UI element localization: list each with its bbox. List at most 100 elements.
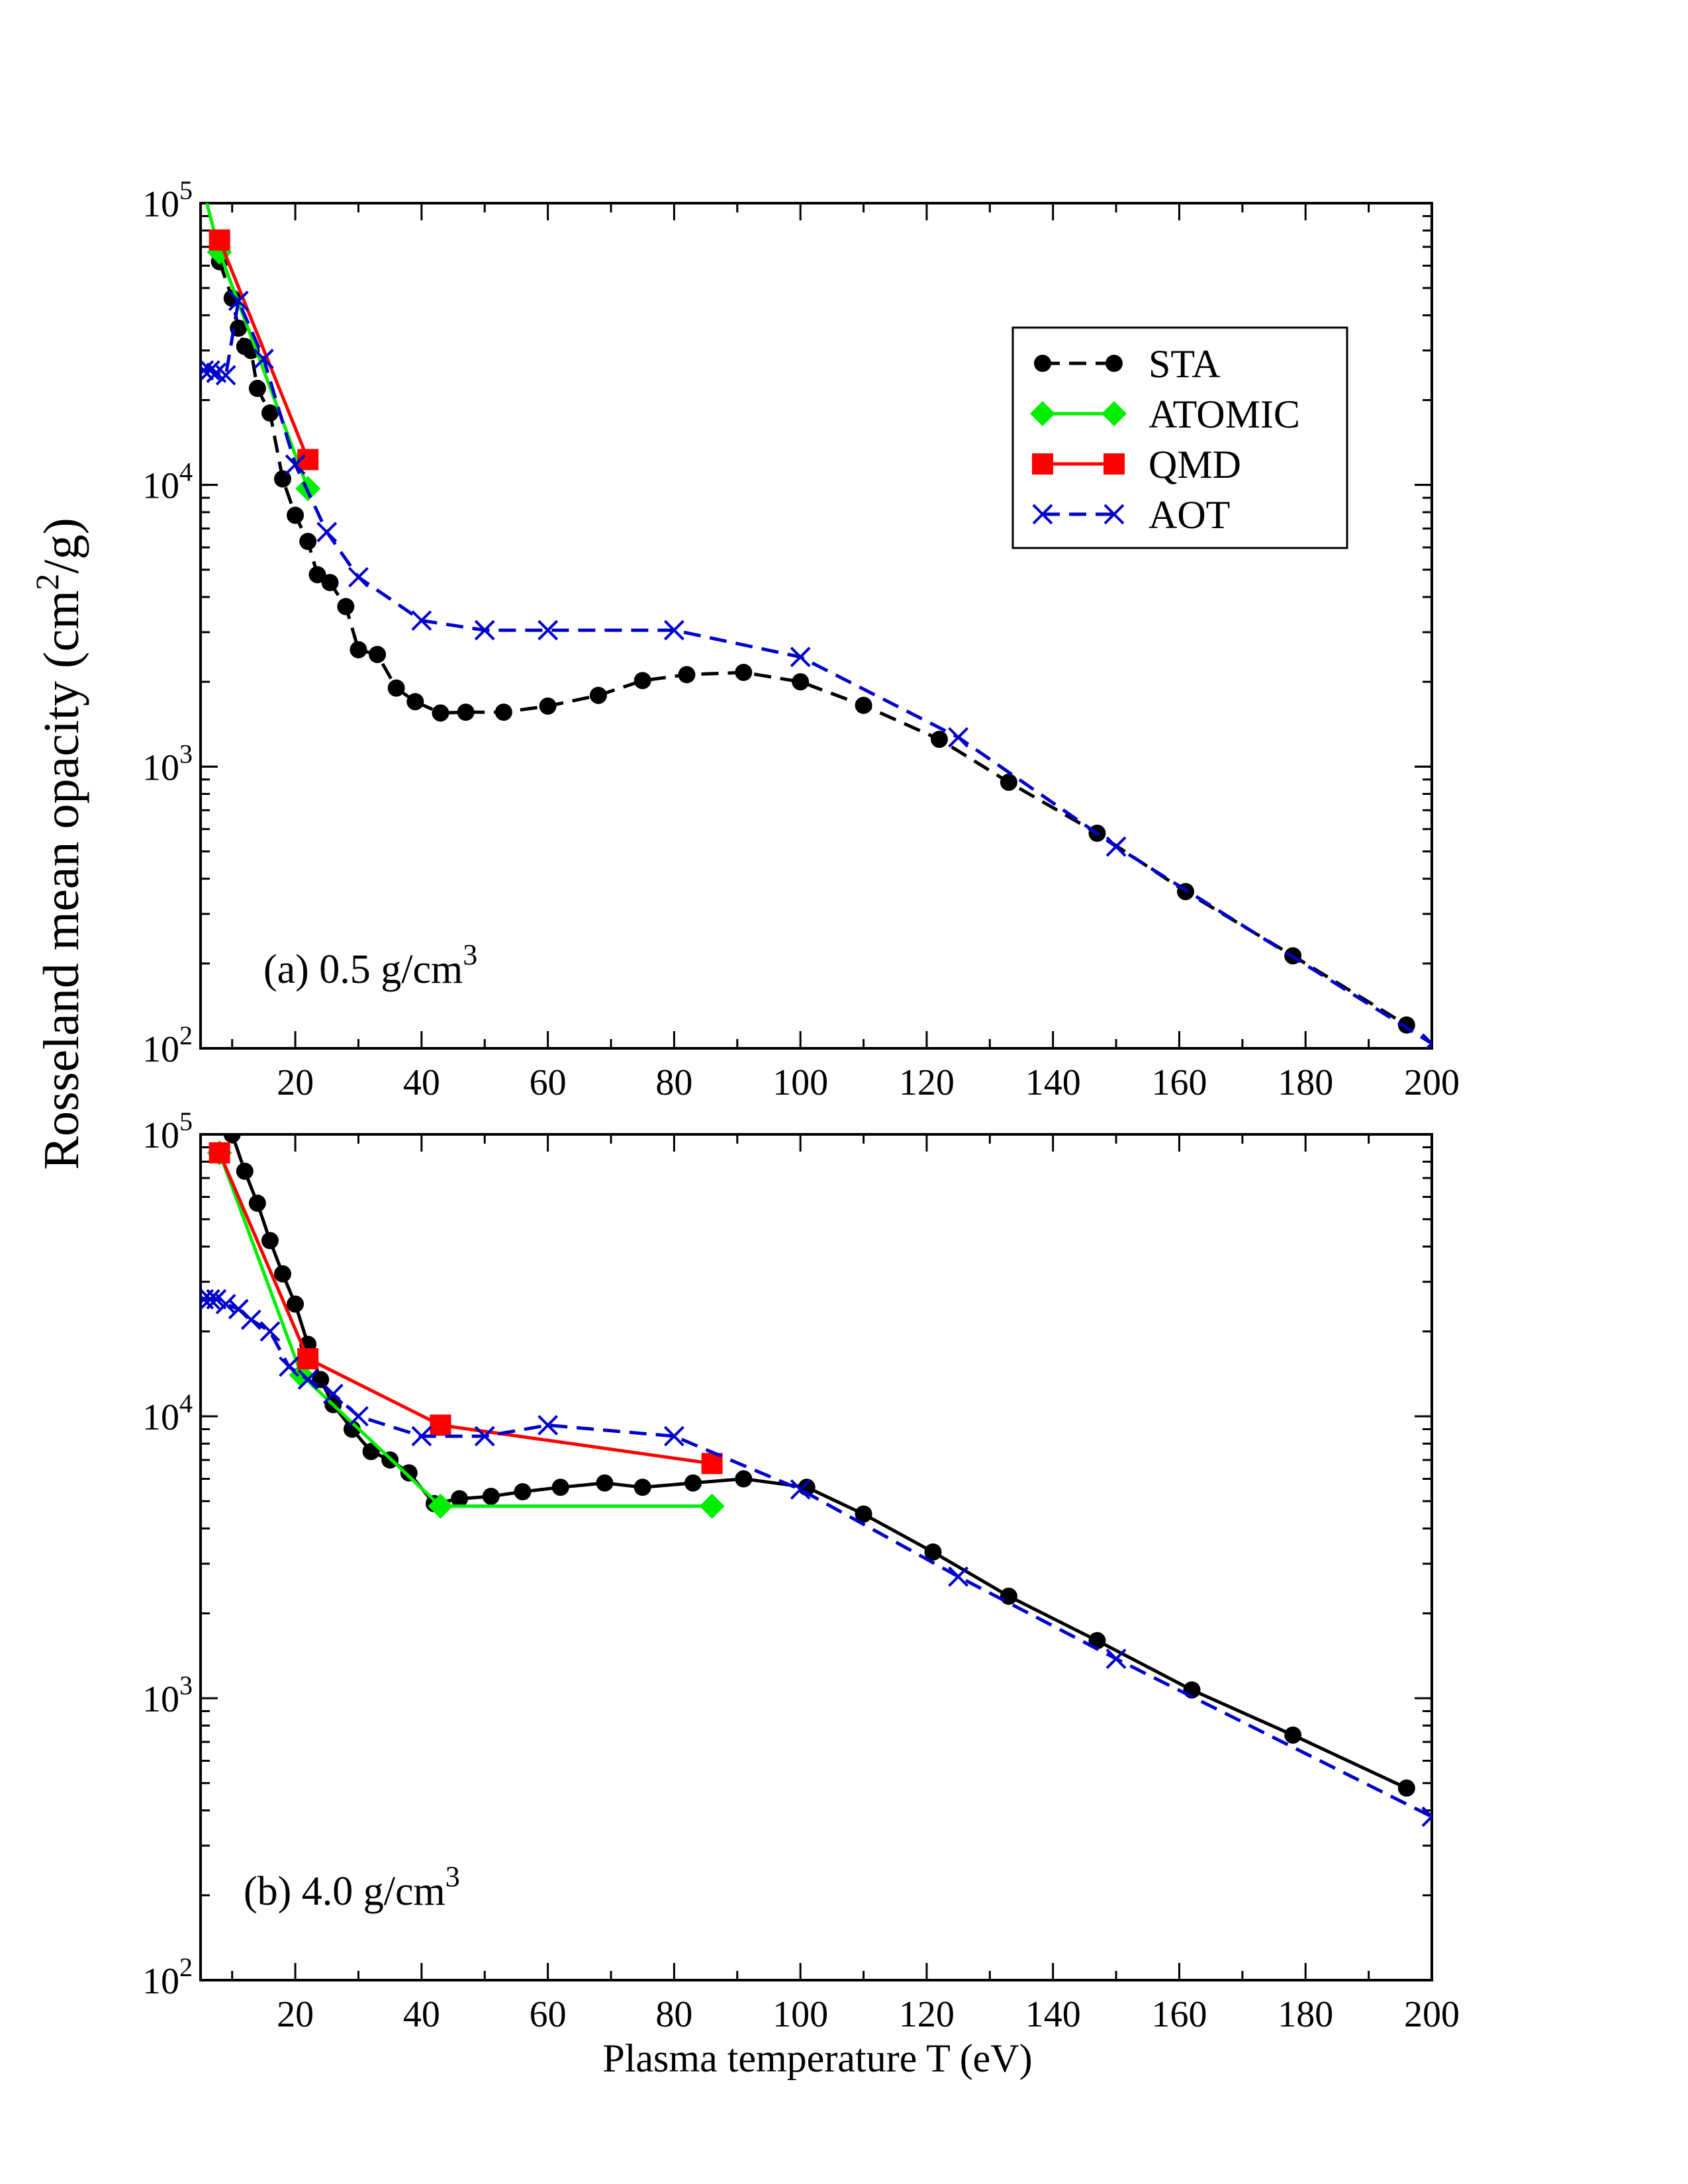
panel-b-series-sta-point-16: [514, 1483, 532, 1501]
panel-a-label: (a) 0.5 g/cm3: [263, 938, 477, 992]
y-axis-title-sup: 2: [28, 574, 66, 590]
panel-a-series-sta-point-23: [678, 666, 696, 684]
legend-qmd-marker-right-point-2: [1103, 453, 1125, 475]
panel-b-series-aot-point-1: [201, 1289, 220, 1310]
panel-a-series-aot-point-8: [348, 567, 369, 588]
panel-b-series-atomic-point-2: [428, 1493, 453, 1519]
panel-a-series-aot-point-9: [411, 610, 432, 631]
legend-atomic-marker-right-point-1: [1102, 401, 1127, 426]
panel-b-series-sta-point-25: [1000, 1587, 1017, 1605]
panel-a-series-sta-point-24: [735, 663, 753, 681]
panel-a-series-aot-point-11: [538, 619, 559, 641]
y-axis-title-main: Rosseland mean opacity (cm: [34, 590, 89, 1170]
panel-a-series-sta: [211, 253, 1415, 1034]
panel-b-xtick-label-120: 120: [899, 1994, 955, 2035]
panel-b-series-sta-point-14: [451, 1490, 469, 1508]
panel-b-series-atomic-point-3: [699, 1493, 725, 1519]
panel-b-xtick-label-180: 180: [1278, 1994, 1333, 2035]
panel-a: 20 40 60 80 100 120 140 160 180 200 105 104 103 102 (…: [142, 175, 1460, 1103]
panel-a-series-aot-point-15: [1105, 836, 1127, 857]
legend-sta-marker-left-point-0: [1034, 355, 1051, 372]
panel-b-series-sta-line: [230, 1134, 1407, 1790]
panel-a-series-sta-point-21: [589, 686, 607, 704]
legend-aot-marker-left-point-3: [1032, 504, 1053, 525]
panel-a-series-qmd-line: [218, 239, 310, 461]
legend-sta-label: STA: [1149, 342, 1221, 386]
panel-b-series-sta-point-29: [1397, 1779, 1415, 1797]
panel-b: 20 40 60 80 100 120 140 160 180 200 105 104 103 102 (…: [142, 1107, 1460, 2080]
panel-b-series-qmd: [209, 1142, 723, 1475]
panel-a-series-sta-point-20: [539, 697, 557, 715]
panel-b-series: [201, 1134, 1432, 1827]
panel-b-series-aot-point-10: [348, 1406, 369, 1427]
panel-b-xtick-label-160: 160: [1151, 1994, 1207, 2035]
panel-b-xtick-label-20: 20: [277, 1994, 314, 2035]
panel-b-xtick-label-100: 100: [773, 1994, 828, 2035]
panel-a-ytick-label-2: 102: [142, 1021, 193, 1070]
panel-b-series-sta-point-28: [1284, 1726, 1302, 1744]
panel-b-series-sta-point-24: [924, 1543, 942, 1561]
panel-b-series-sta-point-3: [261, 1232, 279, 1250]
panel-a-series-aot-point-6: [285, 454, 306, 475]
panel-b-ytick-label-5: 105: [142, 1107, 193, 1156]
panel-a-series-qmd-point-0: [209, 229, 230, 251]
panel-a-series-sta-point-14: [369, 645, 387, 663]
legend-qmd-label: QMD: [1149, 443, 1241, 486]
panel-a-xtick-label-140: 140: [1025, 1062, 1081, 1103]
panel-a-series-aot-point-12: [663, 619, 684, 641]
panel-a-xtick-label-160: 160: [1151, 1062, 1207, 1103]
panel-b-series-aot-point-4: [228, 1298, 249, 1320]
panel-b-series-sta-point-20: [684, 1474, 702, 1492]
panel-b-series-aot-point-3: [215, 1294, 236, 1314]
panel-a-ytick-label-4: 104: [142, 457, 193, 507]
panel-a-series-sta-point-15: [387, 679, 405, 697]
panel-b-xtick-label-40: 40: [403, 1994, 440, 2035]
panel-a-series-aot-point-10: [474, 619, 495, 641]
panel-a-series-aot-point-13: [790, 647, 811, 668]
panel-b-series-aot-point-15: [790, 1479, 811, 1500]
panel-a-series-sta-point-8: [287, 506, 305, 524]
panel-a-series-sta-point-18: [457, 704, 475, 721]
panel-b-label-sup: 3: [445, 1860, 460, 1893]
panel-a-series-sta-point-12: [337, 598, 355, 615]
panel-b-series-qmd-line: [218, 1152, 712, 1465]
panel-a-series-aot-point-3: [215, 365, 236, 386]
y-axis-title: Rosseland mean opacity (cm2/g): [28, 518, 89, 1169]
panel-a-series-aot-point-5: [253, 348, 274, 369]
x-axis-title: Plasma temperature T (eV): [602, 2036, 1032, 2080]
panel-a-series-sta-point-22: [633, 672, 651, 690]
panel-b-xtick-label-140: 140: [1025, 1994, 1081, 2035]
panel-a-xtick-label-200: 200: [1404, 1062, 1460, 1103]
legend-box: [1011, 326, 1348, 549]
legend-qmd-marker-left-point-2: [1032, 453, 1053, 475]
panel-a-xtick-label-20: 20: [277, 1062, 314, 1103]
panel-a-series-sta-point-16: [406, 693, 424, 711]
panel-a-series-aot-point-14: [948, 727, 969, 748]
panel-b-label-main: (b) 4.0 g/cm: [244, 1869, 445, 1914]
panel-a-series-sta-line: [218, 261, 1408, 1026]
panel-b-series-atomic: [207, 1140, 725, 1519]
panel-b-series-sta-point-19: [633, 1479, 651, 1496]
panel-b-series-sta-point-18: [596, 1474, 614, 1492]
panel-a-ticks: 20 40 60 80 100 120 140 160 180 200 105 104 103 102: [142, 175, 1460, 1103]
panel-b-ytick-label-3: 103: [142, 1670, 193, 1720]
panel-b-ytick-label-2: 102: [142, 1952, 193, 2002]
panel-b-series-sta-point-5: [287, 1295, 305, 1313]
panel-a-series-aot-point-4: [228, 291, 249, 312]
panel-a-ytick-label-3: 103: [142, 739, 193, 788]
panel-b-series-aot: [201, 1289, 1432, 1827]
panel-b-xtick-label-60: 60: [530, 1994, 567, 2035]
panel-a-series-sta-point-5: [248, 379, 266, 397]
legend-atomic-marker-left-point-1: [1030, 401, 1055, 426]
panel-b-series-aot-point-12: [474, 1426, 495, 1447]
panel-b-series-aot-point-14: [663, 1426, 684, 1447]
panel-a-series-sta-point-11: [321, 574, 339, 592]
panel-a-series-aot-point-1: [201, 360, 220, 381]
panel-b-series-sta-point-17: [551, 1479, 569, 1496]
panel-b-series-sta-point-4: [274, 1265, 291, 1283]
panel-a-ytick-label-5: 105: [142, 175, 193, 225]
panel-b-series-aot-point-8: [297, 1369, 318, 1390]
panel-a-series-sta-point-13: [350, 641, 367, 659]
panel-b-series-sta-point-1: [236, 1162, 254, 1180]
